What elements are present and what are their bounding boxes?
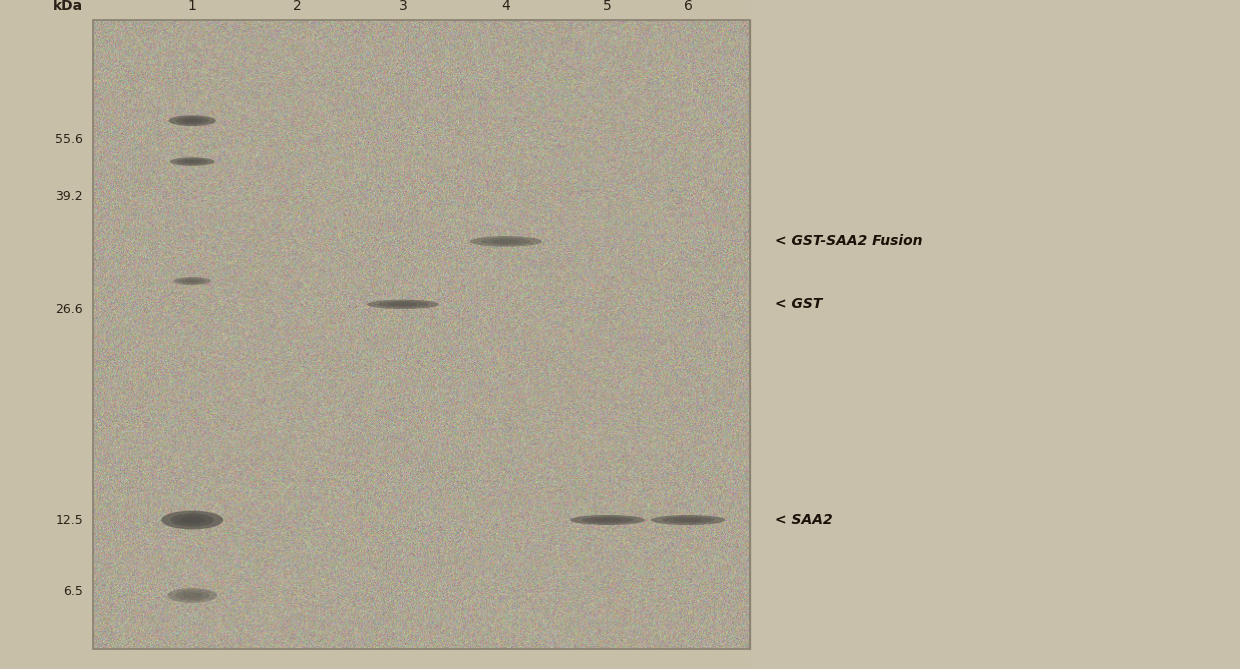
Bar [93,20,750,649]
Ellipse shape [388,302,418,306]
Ellipse shape [570,515,645,525]
Ellipse shape [673,518,703,522]
Ellipse shape [175,590,210,601]
Ellipse shape [176,159,208,165]
Text: 4: 4 [501,0,511,13]
Ellipse shape [481,237,531,245]
Ellipse shape [470,236,542,247]
Text: < GST-SAA2 Fusion: < GST-SAA2 Fusion [775,234,923,248]
Text: 55.6: 55.6 [56,133,83,146]
Ellipse shape [184,160,201,163]
Text: 6: 6 [683,0,693,13]
Ellipse shape [161,510,223,529]
Text: 6.5: 6.5 [63,585,83,597]
Ellipse shape [169,115,216,126]
Text: kDa: kDa [53,0,83,13]
Ellipse shape [185,280,200,282]
Ellipse shape [367,300,439,309]
Text: < SAA2: < SAA2 [775,513,832,527]
Ellipse shape [170,157,215,166]
Ellipse shape [167,588,217,603]
Ellipse shape [180,516,205,524]
Bar [750,0,1240,669]
Ellipse shape [491,240,521,244]
Text: 26.6: 26.6 [56,303,83,316]
Text: 39.2: 39.2 [56,189,83,203]
Bar [0,0,93,669]
Ellipse shape [582,516,634,524]
Text: 1: 1 [187,0,197,13]
Text: < GST: < GST [775,297,822,311]
Ellipse shape [182,118,202,123]
Ellipse shape [378,301,428,308]
Ellipse shape [179,278,206,284]
Ellipse shape [171,514,213,527]
Ellipse shape [174,277,211,285]
Ellipse shape [651,515,725,525]
Text: 12.5: 12.5 [56,514,83,527]
Ellipse shape [176,117,208,124]
Text: 3: 3 [398,0,408,13]
Ellipse shape [593,518,622,522]
Text: 5: 5 [603,0,613,13]
Ellipse shape [182,593,202,598]
Text: 2: 2 [293,0,303,13]
Bar [93,0,750,20]
Bar [93,649,750,669]
Ellipse shape [662,516,714,524]
